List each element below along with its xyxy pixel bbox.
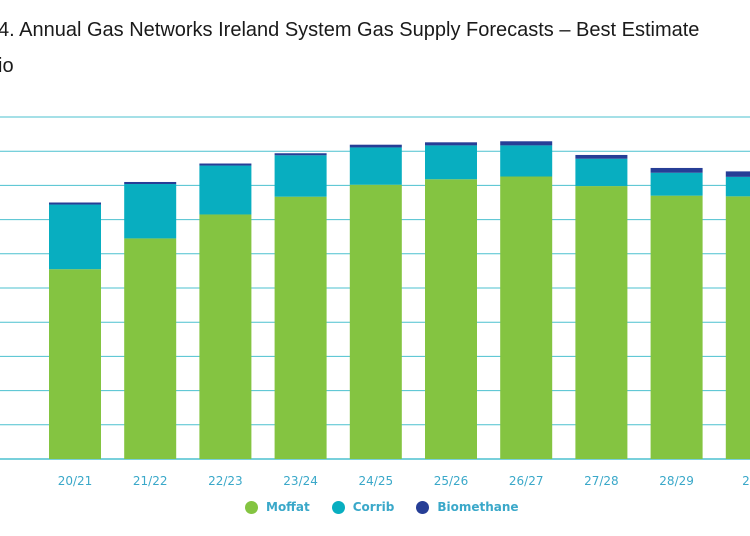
bar-corrib-29	[725, 176, 750, 197]
bar-moffat-2122	[124, 238, 177, 459]
bar-biomethane-2526	[425, 142, 477, 146]
chart-legend: Moffat Corrib Biomethane	[245, 500, 519, 514]
bar-biomethane-2627	[500, 141, 553, 146]
bar-corrib-2223	[199, 165, 252, 215]
bar-biomethane-2829	[650, 167, 703, 173]
bar-corrib-2021	[49, 204, 101, 270]
legend-swatch-biomethane	[416, 500, 430, 514]
x-tick-label: 20/21	[58, 474, 93, 488]
bar-corrib-2526	[425, 145, 477, 180]
bar-biomethane-2021	[49, 202, 101, 205]
bar-moffat-29	[725, 196, 750, 459]
bar-moffat-2223	[199, 214, 252, 459]
bar-biomethane-29	[725, 171, 750, 177]
legend-item-corrib: Corrib	[331, 500, 395, 514]
chart-title-line1: 4. Annual Gas Networks Ireland System Ga…	[0, 19, 700, 41]
bar-corrib-2728	[575, 158, 628, 187]
legend-label-moffat: Moffat	[266, 500, 310, 514]
x-tick-label: 21/22	[133, 474, 168, 488]
x-tick-label: 27/28	[584, 474, 619, 488]
bar-biomethane-2324	[274, 153, 327, 156]
bar-corrib-2829	[650, 172, 703, 196]
legend-swatch-corrib	[331, 500, 345, 514]
legend-label-biomethane: Biomethane	[437, 500, 519, 514]
bar-moffat-2021	[49, 269, 101, 459]
bar-moffat-2425	[349, 184, 402, 459]
x-tick-label: 24/25	[359, 474, 394, 488]
x-tick-label: 26/27	[509, 474, 544, 488]
bar-corrib-2627	[500, 145, 553, 177]
bar-corrib-2324	[274, 155, 327, 197]
bar-moffat-2627	[500, 176, 553, 459]
bar-biomethane-2425	[349, 144, 402, 148]
legend-item-moffat: Moffat	[245, 500, 310, 514]
legend-item-biomethane: Biomethane	[416, 500, 519, 514]
chart-title: 4. Annual Gas Networks Ireland System Ga…	[0, 17, 699, 44]
chart-title-line2: io	[0, 55, 14, 77]
legend-label-corrib: Corrib	[352, 500, 395, 514]
bar-biomethane-2728	[575, 154, 628, 159]
bar-biomethane-2122	[124, 181, 177, 185]
bar-moffat-2324	[274, 196, 327, 459]
bar-corrib-2425	[349, 147, 402, 185]
bar-moffat-2728	[575, 186, 628, 460]
x-tick-label: 23/24	[283, 474, 318, 488]
bar-moffat-2829	[650, 195, 703, 459]
x-tick-label: 28/29	[659, 474, 694, 488]
x-tick-label: 25/26	[434, 474, 469, 488]
legend-swatch-moffat	[245, 500, 258, 514]
bar-biomethane-2223	[199, 163, 252, 166]
bar-moffat-2526	[425, 179, 477, 459]
x-tick-label: 22/23	[208, 474, 243, 488]
bar-corrib-2122	[124, 184, 177, 239]
x-tick-label: 29/	[742, 474, 750, 488]
